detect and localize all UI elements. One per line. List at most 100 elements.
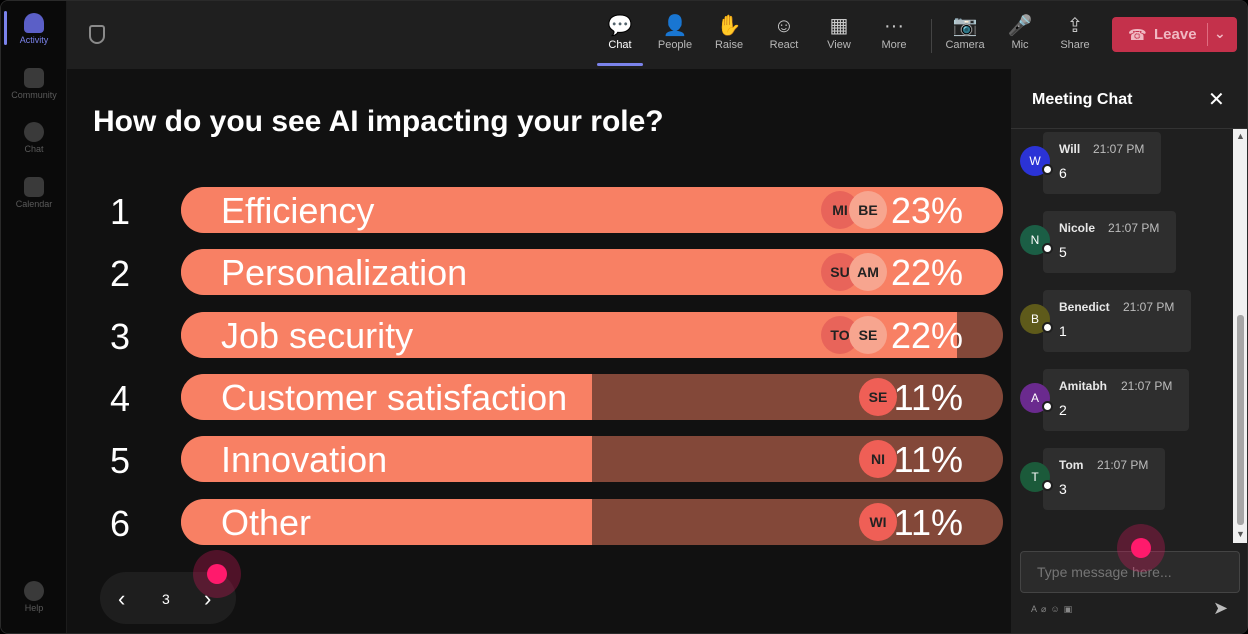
chat-message-list[interactable]: Will 21:07 PM 6 W Nicole 21:07 PM 5 N Benedict 21… bbox=[1011, 129, 1233, 543]
gif-icon[interactable]: ▣ bbox=[1063, 604, 1077, 614]
rail-item-label: Activity bbox=[19, 35, 49, 45]
rail-active-indicator bbox=[4, 11, 7, 45]
toolbar-camera-button[interactable]: 📷 Camera bbox=[938, 13, 992, 51]
chat-message-time: 21:07 PM bbox=[1093, 142, 1145, 156]
poll-option-row: 6 Other WI 11% bbox=[97, 498, 1007, 545]
rail-item-chat[interactable]: Chat bbox=[1, 122, 67, 154]
chat-message-text: 1 bbox=[1059, 323, 1067, 339]
chat-message: Benedict 21:07 PM 1 B bbox=[1011, 290, 1233, 352]
poll-option-row: 5 Innovation NI 11% bbox=[97, 436, 1007, 483]
toolbar-more-button[interactable]: ··· More bbox=[867, 13, 921, 51]
poll-option-row: 1 Efficiency MI BE 23% bbox=[97, 187, 1007, 233]
calendar-icon bbox=[24, 177, 44, 197]
presence-status-icon bbox=[1042, 480, 1053, 491]
presence-status-icon bbox=[1042, 401, 1053, 412]
poll-option-bar: Personalization SU AM 22% bbox=[181, 249, 1003, 296]
pointer-dot bbox=[207, 564, 227, 584]
chat-message-text: 3 bbox=[1059, 481, 1067, 497]
app-rail: Activity Community Chat Calendar Help bbox=[1, 1, 67, 633]
chat-message-time: 21:07 PM bbox=[1123, 300, 1175, 314]
attach-icon[interactable]: ⌀ bbox=[1041, 604, 1051, 614]
scrollbar-thumb[interactable] bbox=[1237, 315, 1244, 525]
view-icon: ▦ bbox=[829, 15, 849, 37]
chat-title: Meeting Chat bbox=[1032, 91, 1133, 108]
chat-icon bbox=[24, 122, 44, 142]
poll-option-number: 2 bbox=[109, 253, 131, 295]
bell-icon bbox=[24, 13, 44, 33]
toolbar-button-label: Share bbox=[1060, 39, 1090, 51]
toolbar-button-label: Mic bbox=[1011, 39, 1029, 51]
format-icon[interactable]: A bbox=[1031, 604, 1042, 614]
voter-avatar: SE bbox=[849, 315, 887, 354]
toolbar-share-button[interactable]: ⇪ Share bbox=[1048, 13, 1102, 51]
toolbar-raise-button[interactable]: ✋ Raise bbox=[702, 13, 756, 51]
poll-option-fill bbox=[181, 373, 592, 420]
rail-item-calendar[interactable]: Calendar bbox=[1, 177, 67, 209]
leave-button-label: Leave bbox=[1154, 26, 1197, 43]
chat-message-text: 6 bbox=[1059, 165, 1067, 181]
shield-icon[interactable] bbox=[89, 25, 105, 44]
rail-item-label: Community bbox=[11, 90, 57, 100]
people-icon: 👤 bbox=[662, 15, 688, 37]
leave-button[interactable]: ☎ Leave ⌄ bbox=[1112, 17, 1237, 52]
poll-option-label: Personalization bbox=[221, 252, 468, 294]
react-icon: ☺ bbox=[773, 15, 795, 37]
toolbar-view-button[interactable]: ▦ View bbox=[812, 13, 866, 51]
format-toolbar[interactable]: A⌀☺▣ bbox=[1031, 604, 1076, 615]
scroll-down-icon[interactable]: ▼ bbox=[1236, 529, 1245, 539]
rail-item-community[interactable]: Community bbox=[1, 68, 67, 100]
chat-sender-name: Tom bbox=[1059, 458, 1084, 472]
mic-icon: 🎤 bbox=[1007, 15, 1033, 37]
chat-message-text: 5 bbox=[1059, 244, 1067, 260]
toolbar-chat-button[interactable]: 💬 Chat bbox=[593, 13, 647, 51]
chat-header: Meeting Chat ✕ bbox=[1011, 69, 1247, 129]
poll-option-number: 1 bbox=[109, 191, 131, 232]
scroll-up-icon[interactable]: ▲ bbox=[1236, 131, 1245, 141]
chat-message-time: 21:07 PM bbox=[1097, 458, 1149, 472]
toolbar-react-button[interactable]: ☺ React bbox=[757, 13, 811, 51]
chat-message-bubble: Will 21:07 PM 6 bbox=[1043, 132, 1161, 194]
chevron-left-icon[interactable]: ‹ bbox=[118, 586, 126, 611]
send-icon[interactable]: ➤ bbox=[1213, 598, 1229, 618]
chat-message-bubble: Benedict 21:07 PM 1 bbox=[1043, 290, 1191, 352]
poll-option-label: Other bbox=[221, 501, 312, 543]
pointer-cursor bbox=[193, 550, 241, 598]
voter-avatar: WI bbox=[859, 502, 897, 541]
chevron-down-icon[interactable]: ⌄ bbox=[1214, 25, 1226, 41]
help-icon bbox=[24, 581, 44, 601]
rail-item-activity[interactable]: Activity bbox=[1, 13, 67, 45]
poll-option-label: Efficiency bbox=[221, 190, 375, 231]
poll-option-percent: 23% bbox=[890, 190, 963, 231]
close-icon[interactable]: ✕ bbox=[1208, 89, 1225, 111]
toolbar-button-label: Chat bbox=[608, 39, 632, 51]
chat-message: Tom 21:07 PM 3 T bbox=[1011, 448, 1233, 510]
chat-message-input[interactable] bbox=[1020, 551, 1240, 593]
chat-message: Will 21:07 PM 6 W bbox=[1011, 132, 1233, 194]
emoji-icon[interactable]: ☺ bbox=[1050, 604, 1064, 614]
poll-option-bar: Innovation NI 11% bbox=[181, 436, 1003, 483]
poll-option-number: 4 bbox=[109, 377, 131, 419]
poll-option-row: 2 Personalization SU AM 22% bbox=[97, 249, 1007, 296]
poll-option-bar: Efficiency MI BE 23% bbox=[181, 187, 1003, 233]
raise-hand-icon: ✋ bbox=[716, 15, 742, 37]
chat-message-bubble: Nicole 21:07 PM 5 bbox=[1043, 211, 1176, 273]
chevron-right-icon[interactable]: › bbox=[204, 586, 212, 611]
share-icon: ⇪ bbox=[1066, 15, 1084, 37]
voter-avatar: BE bbox=[849, 191, 887, 229]
poll-option-percent: 11% bbox=[893, 376, 963, 418]
chat-message-bubble: Tom 21:07 PM 3 bbox=[1043, 448, 1165, 510]
toolbar-mic-button[interactable]: 🎤 Mic bbox=[993, 13, 1047, 51]
toolbar-button-label: Raise bbox=[714, 39, 744, 51]
chat-scrollbar[interactable]: ▲ ▼ bbox=[1233, 129, 1247, 543]
toolbar-divider bbox=[931, 19, 932, 53]
more-icon: ··· bbox=[884, 15, 904, 37]
toolbar-button-label: React bbox=[769, 39, 799, 51]
poll-stage: How do you see AI impacting your role? 1… bbox=[67, 69, 1011, 633]
poll-option-row: 3 Job security TO SE 22% bbox=[97, 311, 1007, 358]
poll-option-percent: 22% bbox=[890, 252, 963, 294]
rail-item-label: Calendar bbox=[15, 199, 53, 209]
page-number: 3 bbox=[162, 591, 170, 607]
toolbar-people-button[interactable]: 👤 People bbox=[648, 13, 702, 51]
rail-item-help[interactable]: Help bbox=[1, 581, 67, 613]
leave-divider bbox=[1207, 23, 1208, 46]
